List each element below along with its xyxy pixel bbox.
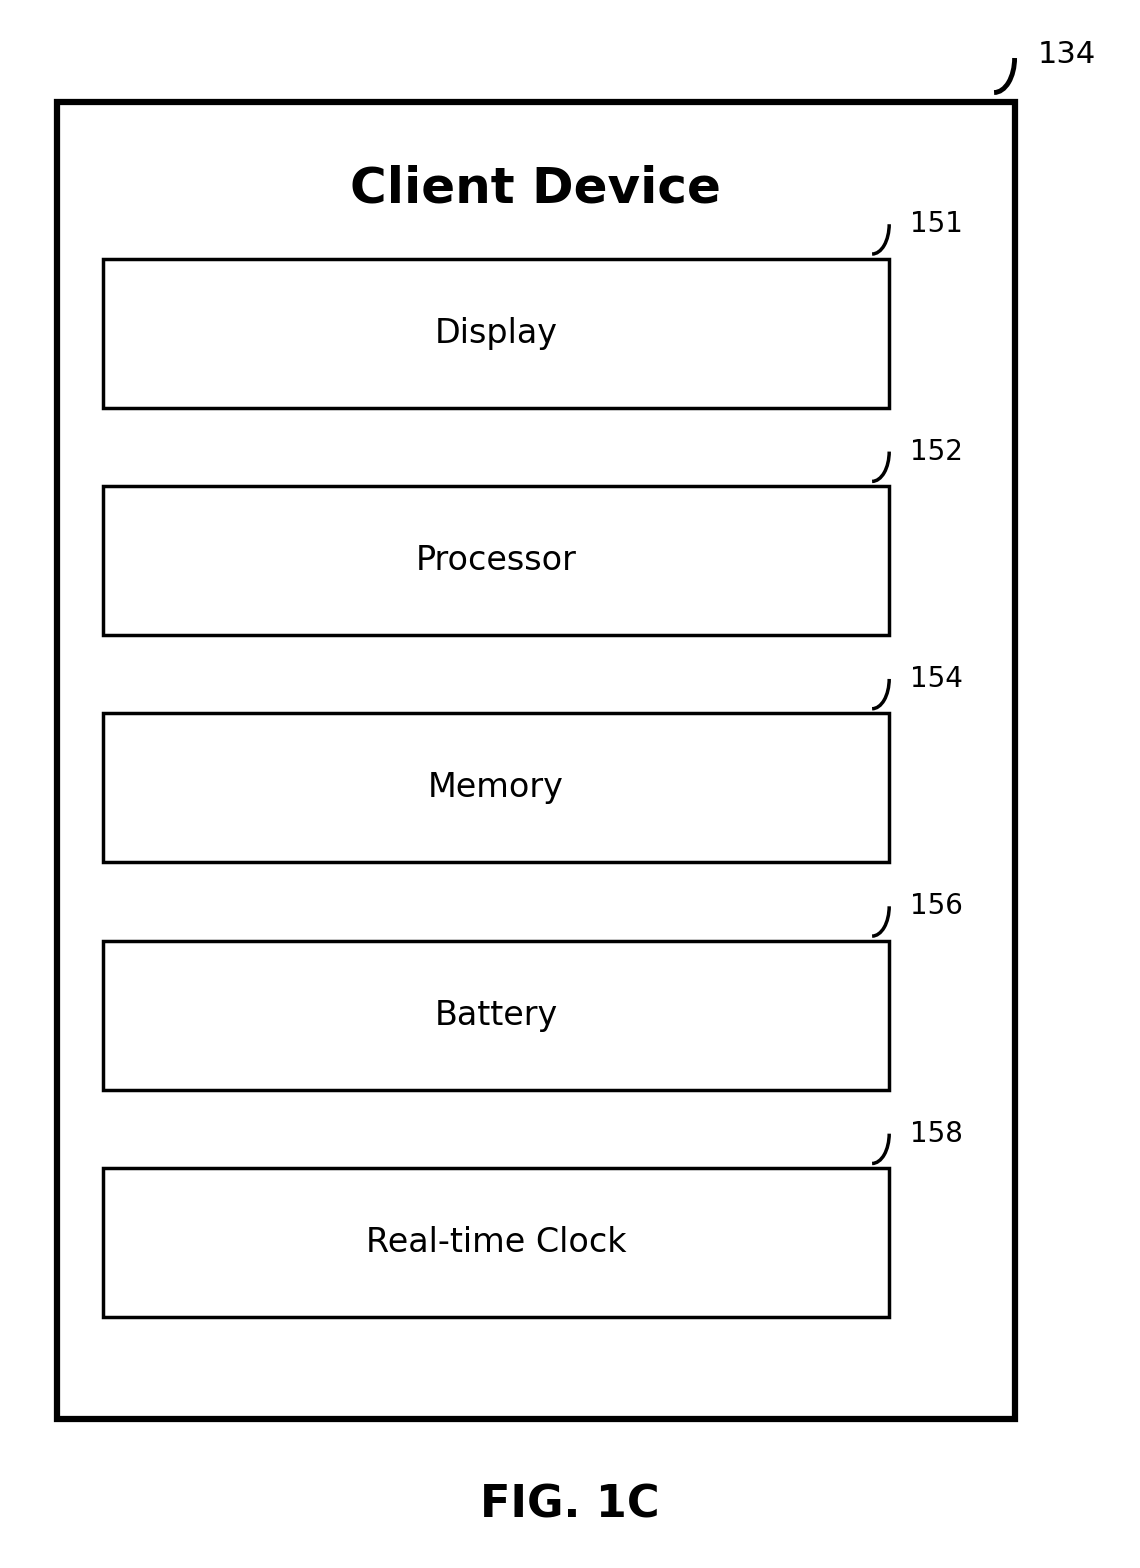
Text: 154: 154 — [910, 665, 962, 693]
Bar — [103, 1168, 889, 1317]
Bar — [103, 486, 889, 635]
Text: Real-time Clock: Real-time Clock — [366, 1226, 626, 1259]
Text: Battery: Battery — [434, 999, 557, 1032]
Text: Processor: Processor — [415, 544, 577, 577]
Text: 134: 134 — [1037, 41, 1096, 69]
Bar — [57, 102, 1015, 1419]
Bar — [103, 713, 889, 862]
Text: Display: Display — [434, 317, 557, 350]
Bar — [103, 259, 889, 408]
Text: 152: 152 — [910, 437, 962, 466]
Text: 151: 151 — [910, 210, 962, 238]
Text: FIG. 1C: FIG. 1C — [480, 1483, 660, 1527]
Text: 156: 156 — [910, 892, 962, 920]
Text: Memory: Memory — [428, 771, 564, 804]
Bar — [103, 941, 889, 1090]
Text: Client Device: Client Device — [350, 165, 722, 212]
Text: 158: 158 — [910, 1120, 962, 1148]
